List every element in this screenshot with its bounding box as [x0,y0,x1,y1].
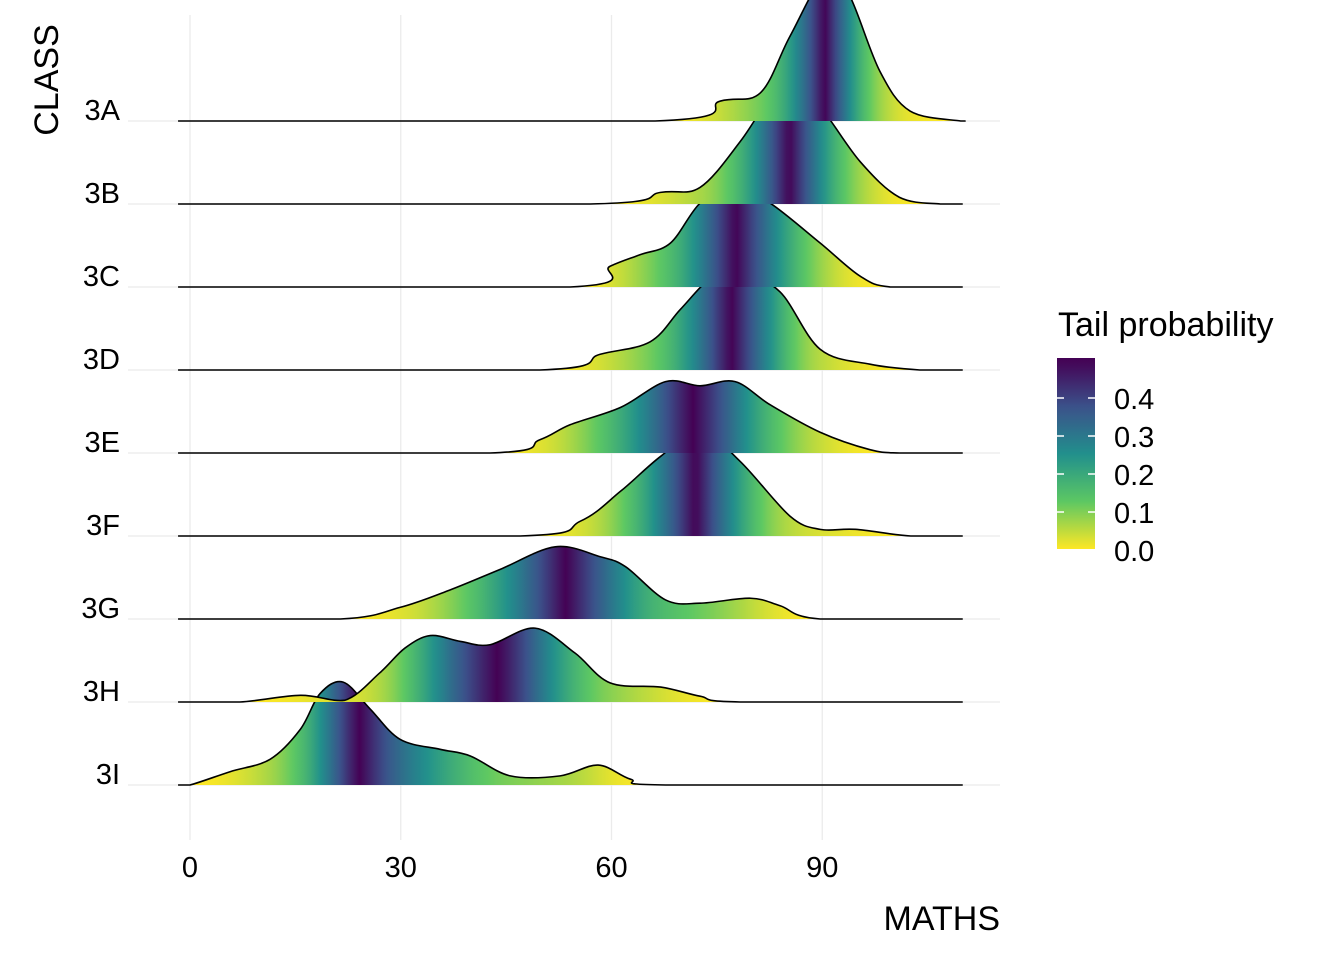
ridge-fill [178,270,963,370]
x-tick-label: 60 [595,852,627,884]
ridge-3A [178,0,966,122]
legend-tick-label: 0.1 [1114,498,1154,530]
y-tick-label: 3B [85,178,120,210]
ridge-outline [178,379,963,454]
ridge-outline [178,0,966,122]
legend-tick-label: 0.4 [1114,384,1154,416]
ridge-outline [178,627,963,703]
ridge-fill [178,546,963,619]
ridge-fill [178,380,963,453]
legend: Tail probability 0.0 0.1 0.2 0.3 0.4 [1057,306,1273,568]
y-tick-label: 3A [85,95,121,127]
ridge-fill [178,628,963,702]
x-axis-title: MATHS [884,900,1000,938]
ridges [178,0,966,786]
x-tick-labels: 0 30 60 90 [182,852,838,884]
ridge-fill [178,0,966,122]
legend-tick-label: 0.2 [1114,460,1154,492]
x-tick-label: 30 [385,852,417,884]
y-tick-label: 3F [86,510,120,542]
ridge-3G [178,545,963,620]
legend-title: Tail probability [1058,306,1273,344]
ridge-3C [178,184,963,288]
ridge-fill [178,430,963,536]
ridge-3I [178,680,963,786]
legend-colorbar [1057,358,1095,549]
legend-tick-label: 0.3 [1114,422,1154,454]
y-tick-label: 3H [83,676,120,708]
ridge-fill [178,184,963,287]
ridge-outline [178,184,963,288]
ridge-3H [178,627,963,703]
y-tick-label: 3D [83,344,120,376]
y-tick-labels: 3I 3H 3G 3F 3E 3D 3C 3B 3A [81,95,120,791]
y-tick-label: 3G [81,593,120,625]
x-tick-label: 0 [182,852,198,884]
y-axis-title: CLASS [28,24,66,136]
y-tick-label: 3I [96,759,120,791]
ridge-3E [178,379,963,454]
y-tick-label: 3C [83,261,120,293]
x-tick-label: 90 [806,852,838,884]
legend-tick-label: 0.0 [1114,536,1154,568]
y-tick-label: 3E [85,427,120,459]
ridge-outline [178,680,963,786]
ridge-fill [178,681,963,785]
ridge-outline [178,545,963,620]
